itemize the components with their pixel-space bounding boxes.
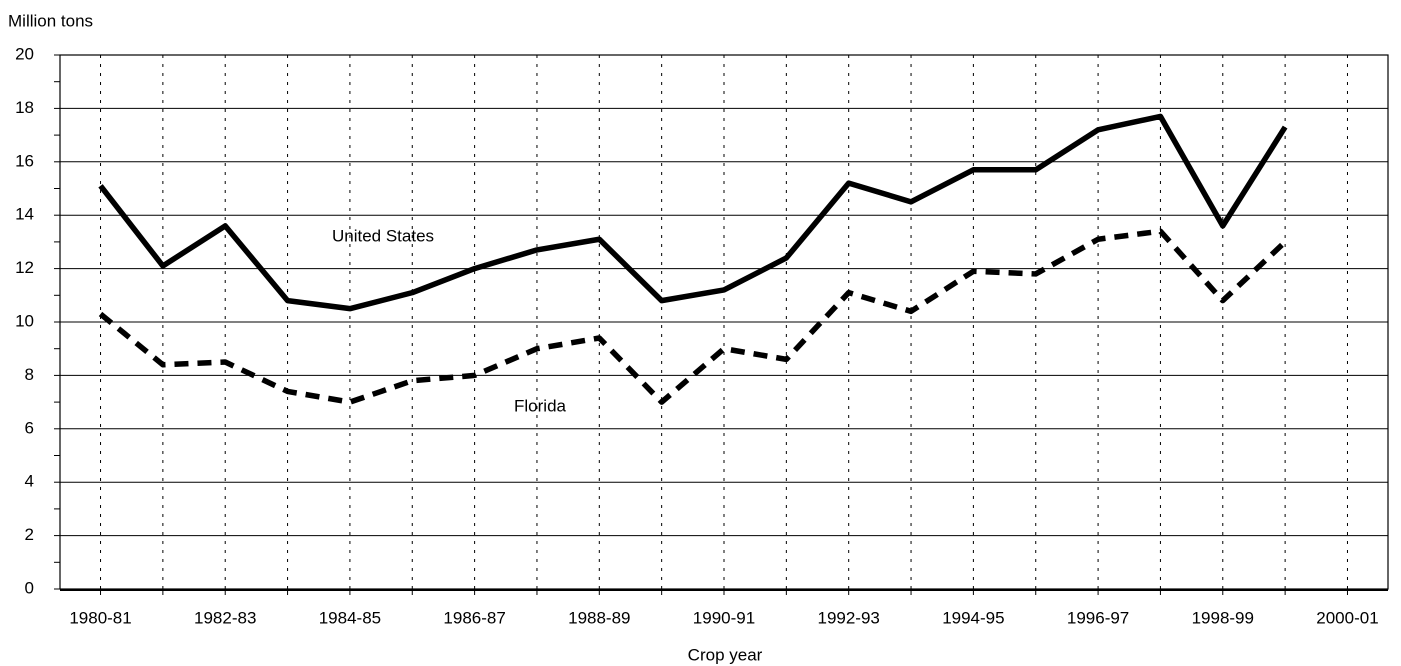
y-tick-label: 4 <box>25 472 34 491</box>
y-tick-label: 2 <box>25 525 34 544</box>
x-tick-label: 2000-01 <box>1316 608 1378 627</box>
y-tick-label: 14 <box>15 205 34 224</box>
series-line <box>98 113 1288 312</box>
x-tick-label: 1992-93 <box>817 608 879 627</box>
series-label: Florida <box>514 396 567 415</box>
x-tick-label: 1982-83 <box>194 608 256 627</box>
y-tick-label: 8 <box>25 365 34 384</box>
x-tick-label: 1998-99 <box>1192 608 1254 627</box>
y-tick-label: 12 <box>15 258 34 277</box>
y-tick-label: 0 <box>25 578 34 597</box>
y-tick-label: 18 <box>15 98 34 117</box>
x-tick-label: 1986-87 <box>443 608 505 627</box>
series-line <box>98 228 1288 405</box>
y-tick-label: 16 <box>15 151 34 170</box>
x-tick-label: 1980-81 <box>69 608 131 627</box>
series-label: United States <box>332 226 434 245</box>
y-tick-label: 10 <box>15 311 34 330</box>
y-tick-label: 20 <box>15 44 34 63</box>
y-tick-label: 6 <box>25 418 34 437</box>
x-tick-label: 1996-97 <box>1067 608 1129 627</box>
x-tick-label: 1990-91 <box>693 608 755 627</box>
x-axis-label: Crop year <box>688 645 763 664</box>
x-tick-label: 1994-95 <box>942 608 1004 627</box>
y-axis-label: Million tons <box>8 11 93 30</box>
x-tick-label: 1988-89 <box>568 608 630 627</box>
x-tick-label: 1984-85 <box>319 608 381 627</box>
